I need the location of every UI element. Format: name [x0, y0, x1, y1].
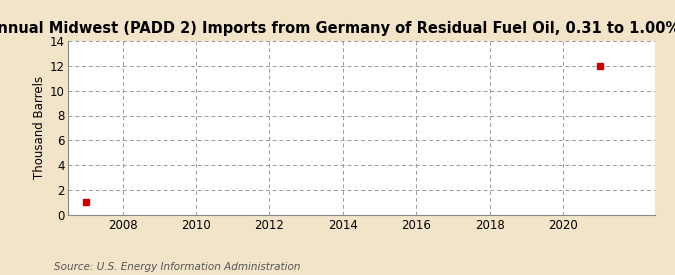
Text: Source: U.S. Energy Information Administration: Source: U.S. Energy Information Administ… [54, 262, 300, 272]
Y-axis label: Thousand Barrels: Thousand Barrels [32, 76, 45, 180]
Title: Annual Midwest (PADD 2) Imports from Germany of Residual Fuel Oil, 0.31 to 1.00%: Annual Midwest (PADD 2) Imports from Ger… [0, 21, 675, 36]
